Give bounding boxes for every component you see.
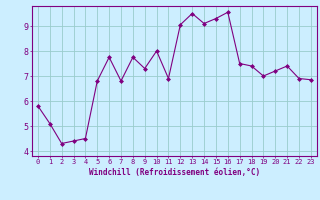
X-axis label: Windchill (Refroidissement éolien,°C): Windchill (Refroidissement éolien,°C) xyxy=(89,168,260,177)
